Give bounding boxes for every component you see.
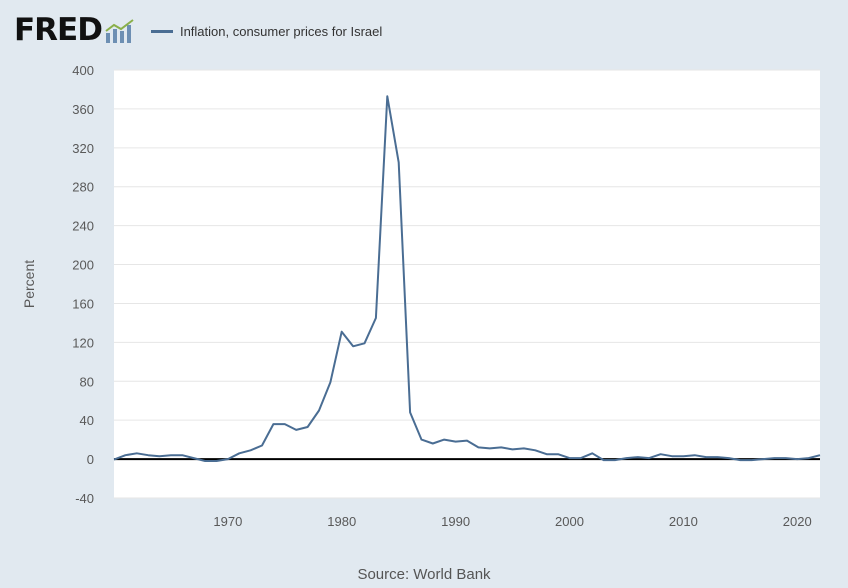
y-axis-title: Percent [21, 260, 37, 308]
x-axis-ticks: 1970 1980 1990 2000 2010 2020 [213, 514, 811, 529]
y-tick-label: 360 [72, 102, 94, 117]
fred-logo-text: FRED [14, 12, 103, 48]
x-tick-label: 1990 [441, 514, 470, 529]
x-tick-label: 2000 [555, 514, 584, 529]
series-line-inflation-israel [113, 95, 821, 462]
x-tick-label: 2020 [783, 514, 812, 529]
y-axis-ticks: -40 0 40 80 120 160 200 240 280 320 360 400 [72, 63, 94, 506]
y-tick-label: 120 [72, 335, 94, 350]
legend-series-label: Inflation, consumer prices for Israel [179, 23, 383, 39]
x-tick-label: 1970 [213, 514, 242, 529]
y-tick-label: 0 [87, 452, 94, 467]
chart-header: FRED Inflation, consumer prices for Isra… [14, 10, 382, 50]
source-note: Source: World Bank [357, 566, 491, 583]
y-tick-label: -40 [75, 491, 94, 506]
gridlines [114, 69, 820, 499]
x-tick-label: 1980 [327, 514, 356, 529]
plot-area [114, 70, 820, 498]
y-tick-label: 280 [72, 180, 94, 195]
legend: Inflation, consumer prices for Israel [150, 23, 383, 39]
y-tick-label: 320 [72, 141, 94, 156]
fred-logo[interactable]: FRED [14, 12, 135, 48]
x-tick-label: 2010 [669, 514, 698, 529]
y-tick-label: 80 [80, 374, 94, 389]
y-tick-label: 200 [72, 258, 94, 273]
y-tick-label: 400 [72, 63, 94, 78]
y-tick-label: 240 [72, 219, 94, 234]
fred-chart-icon [105, 19, 134, 43]
y-tick-label: 40 [80, 413, 94, 428]
legend-swatch [150, 29, 173, 33]
y-tick-label: 160 [72, 296, 94, 311]
